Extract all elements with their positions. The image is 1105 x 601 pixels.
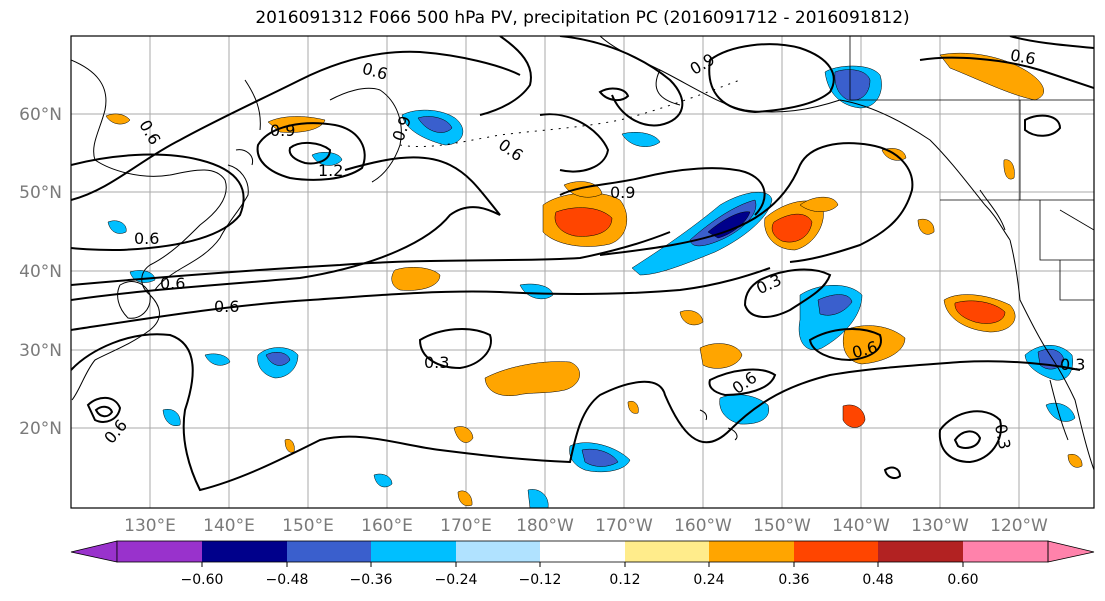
- precip-positive-area: [105, 113, 131, 125]
- colorbar-ticks: [201, 562, 964, 567]
- precip-positive-area: [627, 401, 639, 414]
- precip-negative-area: [373, 473, 393, 488]
- colorbar-segment: [371, 541, 456, 562]
- colorbar-segment: [878, 541, 963, 562]
- colorbar-tick-label: 0.36: [778, 572, 809, 588]
- contour-label: 0.3: [424, 353, 449, 372]
- precip-negative-area: [621, 132, 661, 147]
- precip-negative-area: [527, 489, 549, 508]
- colorbar-tick-label: 0.24: [693, 572, 724, 588]
- lat-labels: 60°N 50°N 40°N 30°N 20°N: [19, 105, 62, 439]
- contour-label: 0.6: [214, 297, 239, 316]
- contour-label: 0.9: [270, 121, 295, 140]
- lon-label: 130°W: [911, 516, 969, 536]
- precip-positive-area: [939, 52, 1044, 101]
- precip-positive-area: [842, 325, 906, 365]
- colorbar-tick-label: 0.60: [947, 572, 978, 588]
- colorbar-segment: [287, 541, 371, 562]
- contour-label: 1.2: [318, 161, 343, 180]
- colorbar-tick-label: −0.60: [181, 572, 224, 588]
- map-title: 2016091312 F066 500 hPa PV, precipitatio…: [255, 8, 910, 28]
- precip-negative-core: [417, 116, 453, 133]
- colorbar-segment: [202, 541, 287, 562]
- contour-label: 0.3: [1060, 355, 1085, 374]
- precip-negative-core: [581, 448, 619, 467]
- colorbar-segment: [794, 541, 878, 562]
- lon-label: 140°E: [203, 516, 255, 536]
- map-frame: [70, 35, 1095, 509]
- lon-label: 130°E: [124, 516, 176, 536]
- precip-positive-area: [453, 426, 474, 443]
- precip-negative-area: [204, 353, 231, 366]
- precip-negative-core: [817, 294, 853, 316]
- precip-positive-area: [679, 310, 704, 326]
- colorbar-tick-label: −0.24: [435, 572, 478, 588]
- colorbar-segment: [117, 541, 202, 562]
- contour-label: 0.6: [1009, 45, 1037, 68]
- lon-label: 120°W: [990, 516, 1048, 536]
- precip-positive-area: [917, 218, 935, 235]
- colorbar-tick-label: −0.12: [519, 572, 562, 588]
- colorbar-tick-label: 0.48: [862, 572, 893, 588]
- contour-labels: 0.6 0.9 0.9 0.6 0.9 1.2 0.6 0.9 0.6 0.6 …: [100, 45, 1085, 450]
- colorbar-segment: [963, 541, 1048, 562]
- colorbar-tick-label: 0.12: [609, 572, 640, 588]
- coastlines: [71, 36, 1094, 471]
- colorbar-extend-min: [70, 540, 118, 563]
- colorbar: −0.60 −0.48 −0.36 −0.24 −0.12 0.12 0.24 …: [70, 540, 1095, 588]
- contour-label: 0.6: [160, 274, 185, 293]
- colorbar-segment: [456, 541, 540, 562]
- lon-label: 180°W: [516, 516, 574, 536]
- precip-negative-area: [519, 283, 554, 300]
- lat-label: 40°N: [19, 262, 62, 282]
- precip-positive-area: [457, 490, 473, 507]
- precip-positive-area: [484, 361, 580, 396]
- contour-label: 0.6: [134, 229, 159, 248]
- lat-label: 50°N: [19, 183, 62, 203]
- lon-label: 160°E: [361, 516, 413, 536]
- pv-contours: [71, 36, 1094, 492]
- precip-positive-area: [699, 343, 743, 369]
- precip-positive-core: [771, 213, 813, 243]
- precip-positive-core: [954, 300, 1006, 324]
- precip-positive-area: [391, 267, 441, 291]
- lon-label: 150°E: [282, 516, 334, 536]
- lon-label: 170°W: [595, 516, 653, 536]
- political-borders: [849, 36, 1094, 301]
- contour-label: 0.9: [610, 183, 635, 202]
- precip-negative-area: [107, 220, 127, 234]
- colorbar-segment: [709, 541, 794, 562]
- precip-positive-area: [842, 404, 866, 428]
- precip-positive-area: [1067, 454, 1083, 468]
- colorbar-segment: [540, 541, 625, 562]
- colorbar-tick-label: −0.36: [350, 572, 393, 588]
- precip-negative-core: [707, 211, 751, 239]
- precip-positive-core: [554, 207, 613, 237]
- precip-negative-core: [265, 352, 291, 366]
- colorbar-tick-label: −0.48: [266, 572, 309, 588]
- lon-label: 140°W: [832, 516, 890, 536]
- lon-labels: 130°E 140°E 150°E 160°E 170°E 180°W 170°…: [124, 516, 1048, 536]
- precip-negative-core: [834, 69, 871, 101]
- lat-label: 20°N: [19, 419, 62, 439]
- lon-label: 160°W: [674, 516, 732, 536]
- lat-label: 60°N: [19, 105, 62, 125]
- precip-negative-area: [162, 409, 181, 426]
- colorbar-extend-max: [1047, 540, 1095, 563]
- colorbar-frame: [116, 540, 1049, 563]
- lat-label: 30°N: [19, 341, 62, 361]
- lon-label: 170°E: [440, 516, 492, 536]
- colorbar-segment: [625, 541, 709, 562]
- precip-negative-area: [719, 394, 770, 425]
- map-panel: 0.6 0.9 0.9 0.6 0.9 1.2 0.6 0.9 0.6 0.6 …: [70, 35, 1095, 509]
- lon-label: 150°W: [753, 516, 811, 536]
- precip-positive-area: [799, 196, 839, 212]
- precip-positive-area: [1003, 159, 1015, 180]
- precip-shading: [105, 52, 1083, 508]
- contour-label: 0.3: [991, 423, 1014, 451]
